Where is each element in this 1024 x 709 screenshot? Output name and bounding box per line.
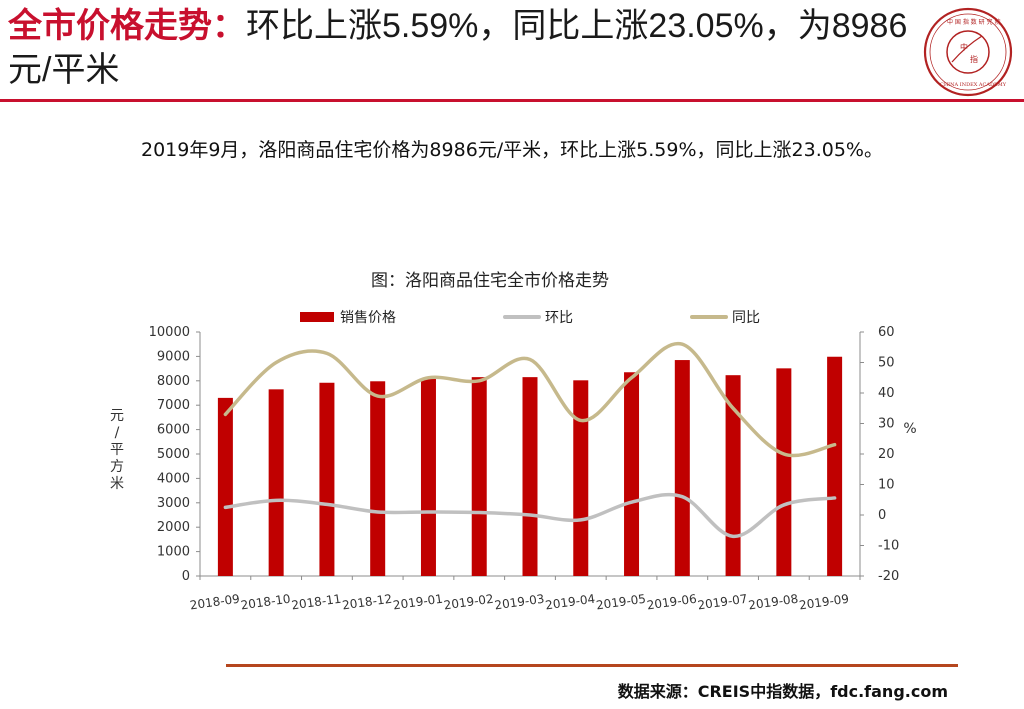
line-mom-point: [681, 495, 684, 498]
line-yoy-point: [783, 453, 785, 455]
y-left-tick-label: 0: [182, 569, 190, 584]
legend-label: 销售价格: [340, 310, 396, 326]
y-left-tick-label: 6000: [157, 423, 190, 438]
bar-sales-price: [522, 377, 538, 576]
legend-label: 同比: [732, 310, 760, 326]
x-tick-label: 2019-01: [392, 592, 444, 613]
footer-divider: [226, 664, 958, 667]
y-left-axis-label-char: 元: [110, 408, 124, 424]
y-right-tick-label: 50: [878, 356, 895, 371]
y-left-axis-label-char: /: [115, 425, 120, 441]
line-mom-point: [275, 499, 277, 502]
bar-sales-price: [827, 356, 843, 576]
line-mom-point: [732, 535, 734, 538]
y-left-tick-label: 1000: [157, 545, 190, 560]
line-yoy-point: [275, 361, 277, 364]
y-left-axis-label-char: 方: [110, 459, 124, 475]
line-yoy-point: [427, 376, 430, 379]
line-mom-point: [783, 504, 785, 506]
line-yoy-point: [529, 358, 531, 361]
x-tick-label: 2019-03: [494, 592, 546, 613]
line-mom-point: [579, 519, 582, 521]
y-right-tick-label: 40: [878, 386, 895, 401]
svg-text:CHINA INDEX ACADEMY: CHINA INDEX ACADEMY: [940, 82, 1007, 88]
x-tick-label: 2019-07: [697, 592, 749, 613]
y-right-tick-label: 10: [878, 478, 895, 493]
title-highlight: 全市价格走势：: [8, 7, 246, 45]
page-title: 全市价格走势：环比上涨5.59%，同比上涨23.05%，为8986元/平米: [8, 4, 908, 92]
y-left-axis-label-char: 米: [110, 476, 124, 492]
bar-sales-price: [624, 372, 640, 576]
legend-label: 环比: [545, 310, 573, 326]
bar-sales-price: [268, 389, 284, 576]
bar-sales-price: [674, 360, 690, 576]
y-left-tick-label: 2000: [157, 520, 190, 535]
line-yoy-point: [478, 380, 481, 382]
bar-sales-price: [776, 368, 792, 576]
y-left-axis-label-char: 平: [110, 442, 124, 458]
y-right-tick-label: 30: [878, 417, 895, 432]
bar-sales-price: [573, 380, 589, 576]
x-tick-label: 2018-11: [291, 592, 343, 613]
summary-text: 2019年9月，洛阳商品住宅价格为8986元/平米，环比上涨5.59%，同比上涨…: [140, 139, 883, 161]
x-tick-label: 2019-09: [798, 592, 850, 613]
bar-sales-price: [725, 375, 741, 576]
line-mom-point: [478, 511, 481, 514]
line-yoy-point: [681, 343, 684, 345]
line-yoy-point: [630, 376, 633, 379]
y-left-tick-label: 4000: [157, 471, 190, 486]
line-yoy-point: [732, 407, 734, 410]
bar-sales-price: [370, 381, 386, 576]
x-tick-label: 2018-12: [341, 592, 393, 613]
y-left-tick-label: 5000: [157, 447, 190, 462]
bar-sales-price: [217, 397, 233, 576]
line-mom-point: [630, 501, 633, 503]
data-source: 数据来源：CREIS中指数据，fdc.fang.com: [617, 682, 948, 701]
y-right-axis-label: %: [903, 421, 916, 437]
legend-swatch-bar: [300, 312, 334, 322]
x-tick-label: 2019-02: [443, 592, 495, 613]
x-tick-label: 2019-05: [595, 592, 647, 613]
bar-sales-price: [471, 377, 487, 576]
line-yoy-point: [326, 352, 328, 355]
x-tick-label: 2019-04: [544, 592, 596, 613]
title-divider: [0, 99, 1024, 102]
y-right-tick-label: 20: [878, 447, 895, 462]
line-mom-point: [529, 514, 531, 516]
line-mom-point: [224, 506, 227, 509]
line-yoy-point: [224, 413, 227, 416]
y-left-tick-label: 9000: [157, 349, 190, 364]
y-left-tick-label: 10000: [149, 325, 190, 340]
header: 全市价格走势：环比上涨5.59%，同比上涨23.05%，为8986元/平米: [8, 4, 908, 92]
china-index-academy-logo: 中 指 中 国 指 数 研 究 院 CHINA INDEX ACADEMY: [922, 6, 1014, 98]
chart-title: 图：洛阳商品住宅全市价格走势: [371, 271, 609, 291]
y-right-tick-label: -10: [878, 539, 899, 554]
svg-text:指: 指: [970, 54, 978, 64]
x-tick-label: 2019-06: [646, 592, 698, 613]
line-mom-point: [376, 511, 379, 513]
y-right-tick-label: -20: [878, 569, 899, 584]
y-right-tick-label: 0: [878, 508, 886, 523]
x-tick-label: 2018-10: [240, 592, 292, 613]
x-tick-label: 2018-09: [189, 592, 241, 613]
y-left-tick-label: 3000: [157, 496, 190, 511]
y-left-tick-label: 8000: [157, 374, 190, 389]
line-mom-point: [833, 497, 836, 499]
bar-sales-price: [319, 382, 335, 576]
svg-text:中: 中: [960, 42, 968, 52]
line-yoy-point: [376, 395, 379, 397]
line-mom-point: [326, 503, 328, 506]
title-rest: 环比上涨5.59%，同比上涨23.05%，为8986元/平米: [8, 7, 908, 89]
line-yoy-point: [833, 443, 836, 446]
x-tick-label: 2019-08: [747, 592, 799, 613]
bar-sales-price: [420, 378, 436, 576]
y-right-tick-label: 60: [878, 325, 895, 340]
line-yoy-point: [579, 419, 582, 422]
y-left-tick-label: 7000: [157, 398, 190, 413]
svg-text:中 国 指 数 研 究 院: 中 国 指 数 研 究 院: [947, 18, 1000, 26]
line-mom-point: [427, 511, 430, 513]
